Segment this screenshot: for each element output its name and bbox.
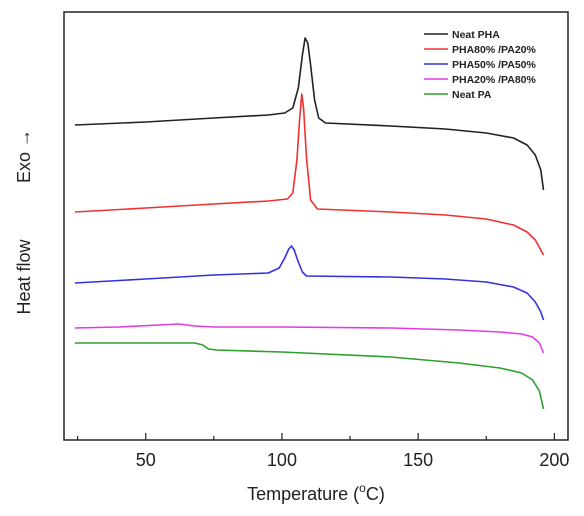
series-line-3 <box>74 245 545 321</box>
series-line-2 <box>74 93 545 256</box>
x-axis-title-before: Temperature ( <box>247 484 359 504</box>
x-tick-label: 150 <box>403 450 433 470</box>
legend-label: PHA20% /PA80% <box>452 74 537 86</box>
legend-label: PHA50% /PA50% <box>452 59 537 71</box>
series-line-5 <box>74 342 545 410</box>
series-line-4 <box>74 323 545 354</box>
legend-label: Neat PHA <box>452 29 500 41</box>
x-tick-label: 50 <box>136 450 156 470</box>
series-line-1 <box>74 37 545 191</box>
x-axis-title-after: C) <box>366 484 385 504</box>
x-axis-ticks: 50 100 150 200 <box>77 433 569 470</box>
x-tick-label: 100 <box>267 450 297 470</box>
x-tick-label: 200 <box>539 450 569 470</box>
y-axis-exo-annotation: Exo → <box>14 129 34 183</box>
x-axis-title: Temperature (oC) <box>247 481 385 504</box>
y-axis-title: Heat flow <box>14 238 34 314</box>
legend-label: PHA80% /PA20% <box>452 44 537 56</box>
legend: Neat PHA PHA80% /PA20% PHA50% /PA50% PHA20%… <box>424 29 537 101</box>
legend-label: Neat PA <box>452 89 492 101</box>
series-layer <box>74 37 545 410</box>
plot-frame <box>63 11 569 441</box>
x-axis-title-degree-sup: o <box>359 481 366 495</box>
